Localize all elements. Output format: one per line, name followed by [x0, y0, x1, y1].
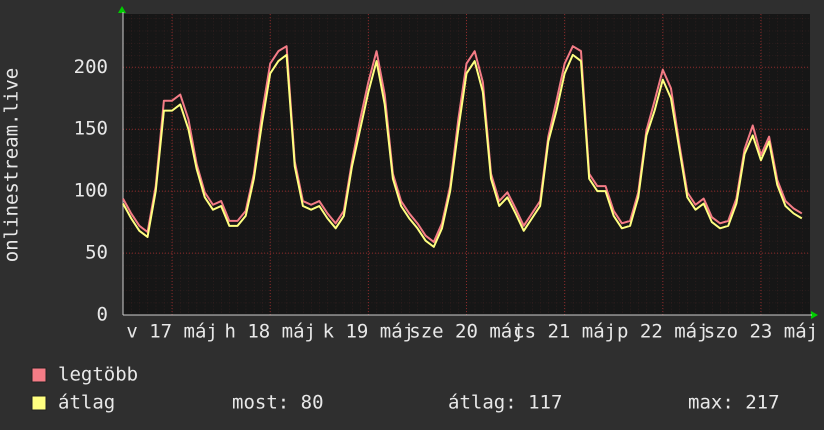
x-tick-label: cs 21 máj	[513, 321, 616, 343]
y-arrow	[118, 6, 126, 13]
legend-label: legtöbb	[58, 364, 138, 386]
legend-swatch	[31, 367, 47, 383]
y-tick-label: 100	[74, 180, 108, 202]
x-tick-label: v 17 máj	[126, 321, 218, 343]
x-tick-label: szo 23 máj	[704, 321, 818, 343]
y-tick-label: 200	[74, 56, 108, 78]
summary-stat: most: 80	[232, 392, 324, 414]
x-arrow	[811, 311, 818, 319]
legend-swatch	[31, 395, 47, 411]
summary-stat: max: 217	[688, 392, 780, 414]
x-tick-label: k 19 máj	[323, 321, 415, 343]
y-tick-label: 0	[97, 304, 108, 326]
x-tick-label: sze 20 máj	[409, 321, 523, 343]
legend-label: átlag	[58, 392, 115, 414]
y-tick-label: 150	[74, 118, 108, 140]
summary-stat: átlag: 117	[448, 392, 562, 414]
series-line	[122, 53, 803, 248]
x-tick-label: h 18 máj	[224, 321, 316, 343]
y-tick-label: 50	[85, 242, 108, 264]
series-line	[122, 45, 803, 243]
x-tick-label: p 22 máj	[617, 321, 709, 343]
y-axis-label: onlinestream.live	[1, 68, 23, 262]
